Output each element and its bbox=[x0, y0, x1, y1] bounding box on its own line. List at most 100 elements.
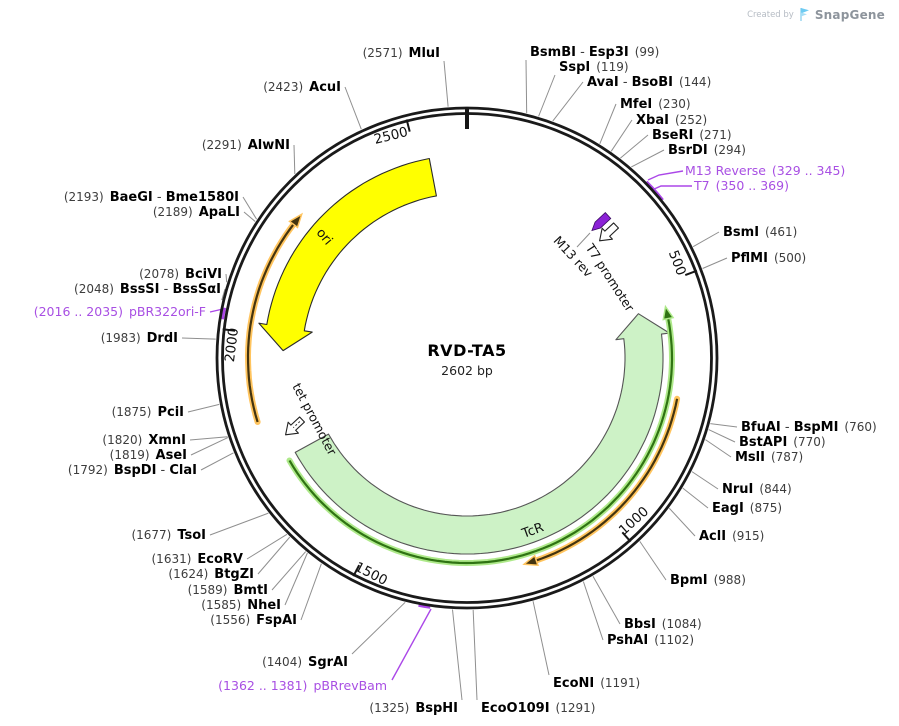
plasmid-name: RVD-TA5 bbox=[427, 341, 507, 360]
leader-line-BfuAI-BspMI bbox=[710, 423, 738, 428]
enzyme-label-BbsI[interactable]: BbsI (1084) bbox=[624, 617, 702, 632]
leader-line-BpmI bbox=[639, 541, 667, 581]
enzyme-label-BaeGI-Bme1580I[interactable]: (2193) BaeGI - Bme1580I bbox=[63, 190, 239, 205]
tick-346 bbox=[405, 119, 411, 132]
leader-line-BsrDI bbox=[631, 149, 665, 168]
enzyme-label-BfuAI-BspMI[interactable]: BfuAI - BspMI (760) bbox=[741, 420, 877, 435]
enzyme-label-EagI[interactable]: EagI (875) bbox=[712, 501, 783, 516]
leader-line-MslI bbox=[705, 439, 732, 458]
enzyme-label-XmnI[interactable]: (1820) XmnI bbox=[102, 433, 186, 448]
enzyme-label-BciVI[interactable]: (2078) BciVI bbox=[139, 267, 222, 282]
watermark-brand: SnapGene bbox=[814, 7, 885, 22]
enzyme-label-pBR322ori-F[interactable]: (2016 .. 2035) pBR322ori-F bbox=[33, 304, 206, 319]
enzyme-label-PflMI[interactable]: PflMI (500) bbox=[731, 251, 807, 266]
enzyme-label-AcuI[interactable]: (2423) AcuI bbox=[263, 80, 341, 95]
snapgene-logo-icon bbox=[800, 8, 809, 21]
plasmid-size: 2602 bp bbox=[441, 363, 493, 378]
enzyme-label-BtgZI[interactable]: (1624) BtgZI bbox=[168, 567, 254, 582]
enzyme-label-BseRI[interactable]: BseRI (271) bbox=[652, 128, 732, 143]
enzyme-label-PciI[interactable]: (1875) PciI bbox=[111, 405, 184, 420]
enzyme-label-SspI[interactable]: SspI (119) bbox=[559, 60, 629, 75]
enzyme-label-NruI[interactable]: NruI (844) bbox=[722, 482, 792, 497]
enzyme-label-PshAI[interactable]: PshAI (1102) bbox=[607, 633, 695, 648]
m13-rev-glyph-leader bbox=[576, 232, 591, 248]
enzyme-label-BsmI[interactable]: BsmI (461) bbox=[723, 225, 798, 240]
enzyme-label-BstAPI[interactable]: BstAPI (770) bbox=[739, 435, 826, 450]
leader-line-AlwNI bbox=[293, 144, 296, 175]
pbr322orif-region-marker[interactable] bbox=[220, 307, 227, 320]
ori-transcript-arrow-head bbox=[288, 212, 304, 229]
primer-extension-arrow[interactable] bbox=[534, 398, 679, 562]
enzyme-label-BsrDI[interactable]: BsrDI (294) bbox=[668, 143, 746, 158]
leader-line-XmnI bbox=[189, 436, 228, 441]
enzyme-label-XbaI[interactable]: XbaI (252) bbox=[636, 113, 708, 128]
leader-line-ApaLI bbox=[243, 211, 256, 222]
leader-line-BsmBI-Esp3I bbox=[525, 59, 528, 114]
tick-69 bbox=[684, 269, 698, 277]
enzyme-label-M13-Reverse[interactable]: M13 Reverse (329 .. 345) bbox=[685, 163, 846, 178]
leader-line-NruI bbox=[691, 471, 719, 490]
leader-line-TsoI bbox=[209, 512, 269, 536]
enzyme-label-TsoI[interactable]: (1677) TsoI bbox=[131, 528, 206, 543]
m13-rev-primer-glyph[interactable] bbox=[589, 212, 612, 234]
leader-line-BssSI-BssSaI bbox=[221, 288, 226, 301]
ori-arrow[interactable] bbox=[258, 157, 437, 352]
enzyme-label-T7[interactable]: T7 (350 .. 369) bbox=[694, 178, 789, 193]
enzyme-label-BssSI-BssSaI[interactable]: (2048) BssSI - BssSαI bbox=[74, 282, 221, 297]
leader-line-BspHI bbox=[451, 609, 463, 701]
enzyme-label-AseI[interactable]: (1819) AseI bbox=[109, 448, 187, 463]
leader-line-SgrAI bbox=[351, 601, 406, 655]
pbrrevbam-region-marker[interactable] bbox=[418, 602, 431, 609]
snapgene-watermark: Created by SnapGene bbox=[747, 7, 885, 22]
enzyme-label-pBRrevBam[interactable]: (1362 .. 1381) pBRrevBam bbox=[218, 678, 387, 693]
enzyme-label-BspDI-ClaI[interactable]: (1792) BspDI - ClaI bbox=[67, 463, 197, 478]
tick-208 bbox=[352, 564, 361, 577]
leader-line-BaeGI-Bme1580I bbox=[242, 196, 258, 220]
leader-line-AclI bbox=[668, 507, 696, 537]
enzyme-label-MfeI[interactable]: MfeI (230) bbox=[620, 97, 691, 112]
leader-line-EagI bbox=[682, 487, 709, 509]
enzyme-label-SgrAI[interactable]: (1404) SgrAI bbox=[262, 655, 348, 670]
enzyme-label-ApaLI[interactable]: (2189) ApaLI bbox=[152, 205, 240, 220]
watermark-created-by: Created by bbox=[747, 9, 794, 20]
leader-line-BsmI bbox=[692, 231, 720, 248]
leader-line-BstAPI bbox=[708, 429, 736, 443]
leader-line-MluI bbox=[443, 60, 449, 107]
leader-line-FspAI bbox=[300, 563, 322, 621]
leader-line-SspI bbox=[538, 74, 556, 117]
m13-reverse-leader bbox=[647, 170, 684, 181]
enzyme-label-AclI[interactable]: AclI (915) bbox=[699, 529, 765, 544]
leader-line-BmtI bbox=[271, 551, 307, 591]
leader-line-EcoO109I bbox=[472, 609, 478, 701]
enzyme-label-DrdI[interactable]: (1983) DrdI bbox=[100, 331, 178, 346]
leader-line-BtgZI bbox=[257, 536, 291, 575]
enzyme-label-MluI[interactable]: (2571) MluI bbox=[362, 46, 440, 61]
tcr-transcript-arrow[interactable] bbox=[288, 316, 674, 565]
enzyme-label-EcoRV[interactable]: (1631) EcoRV bbox=[151, 552, 244, 567]
t7-leader bbox=[651, 185, 692, 191]
enzyme-label-BmtI[interactable]: (1589) BmtI bbox=[187, 583, 268, 598]
plasmid-title-block: RVD-TA5 2602 bp bbox=[369, 341, 565, 378]
leader-line-BbsI bbox=[592, 575, 621, 625]
enzyme-label-EcoO109I[interactable]: EcoO109I (1291) bbox=[481, 701, 596, 716]
enzyme-label-BspHI[interactable]: (1325) BspHI bbox=[369, 701, 458, 716]
leader-line-DrdI bbox=[181, 337, 216, 340]
ori-transcript-arrow[interactable] bbox=[246, 222, 296, 423]
enzyme-label-MslI[interactable]: MslI (787) bbox=[735, 450, 804, 465]
enzyme-label-NheI[interactable]: (1585) NheI bbox=[201, 598, 281, 613]
leader-line-XbaI bbox=[610, 119, 633, 152]
leader-line-BseRI bbox=[620, 134, 649, 159]
enzyme-label-AvaI-BsoBI[interactable]: AvaI - BsoBI (144) bbox=[587, 75, 712, 90]
tick-277 bbox=[222, 328, 236, 332]
enzyme-label-BsmBI-Esp3I[interactable]: BsmBI - Esp3I (99) bbox=[530, 45, 660, 60]
enzyme-label-AlwNI[interactable]: (2291) AlwNI bbox=[201, 138, 290, 153]
enzyme-label-BpmI[interactable]: BpmI (988) bbox=[670, 573, 746, 588]
tcr-arrow[interactable] bbox=[294, 313, 671, 555]
enzyme-label-FspAI[interactable]: (1556) FspAI bbox=[210, 613, 297, 628]
enzyme-label-EcoNI[interactable]: EcoNI (1191) bbox=[553, 676, 641, 691]
leader-line-BspDI-ClaI bbox=[200, 452, 234, 471]
t7-promoter-glyph[interactable] bbox=[594, 220, 621, 246]
leader-line-NheI bbox=[284, 552, 308, 606]
